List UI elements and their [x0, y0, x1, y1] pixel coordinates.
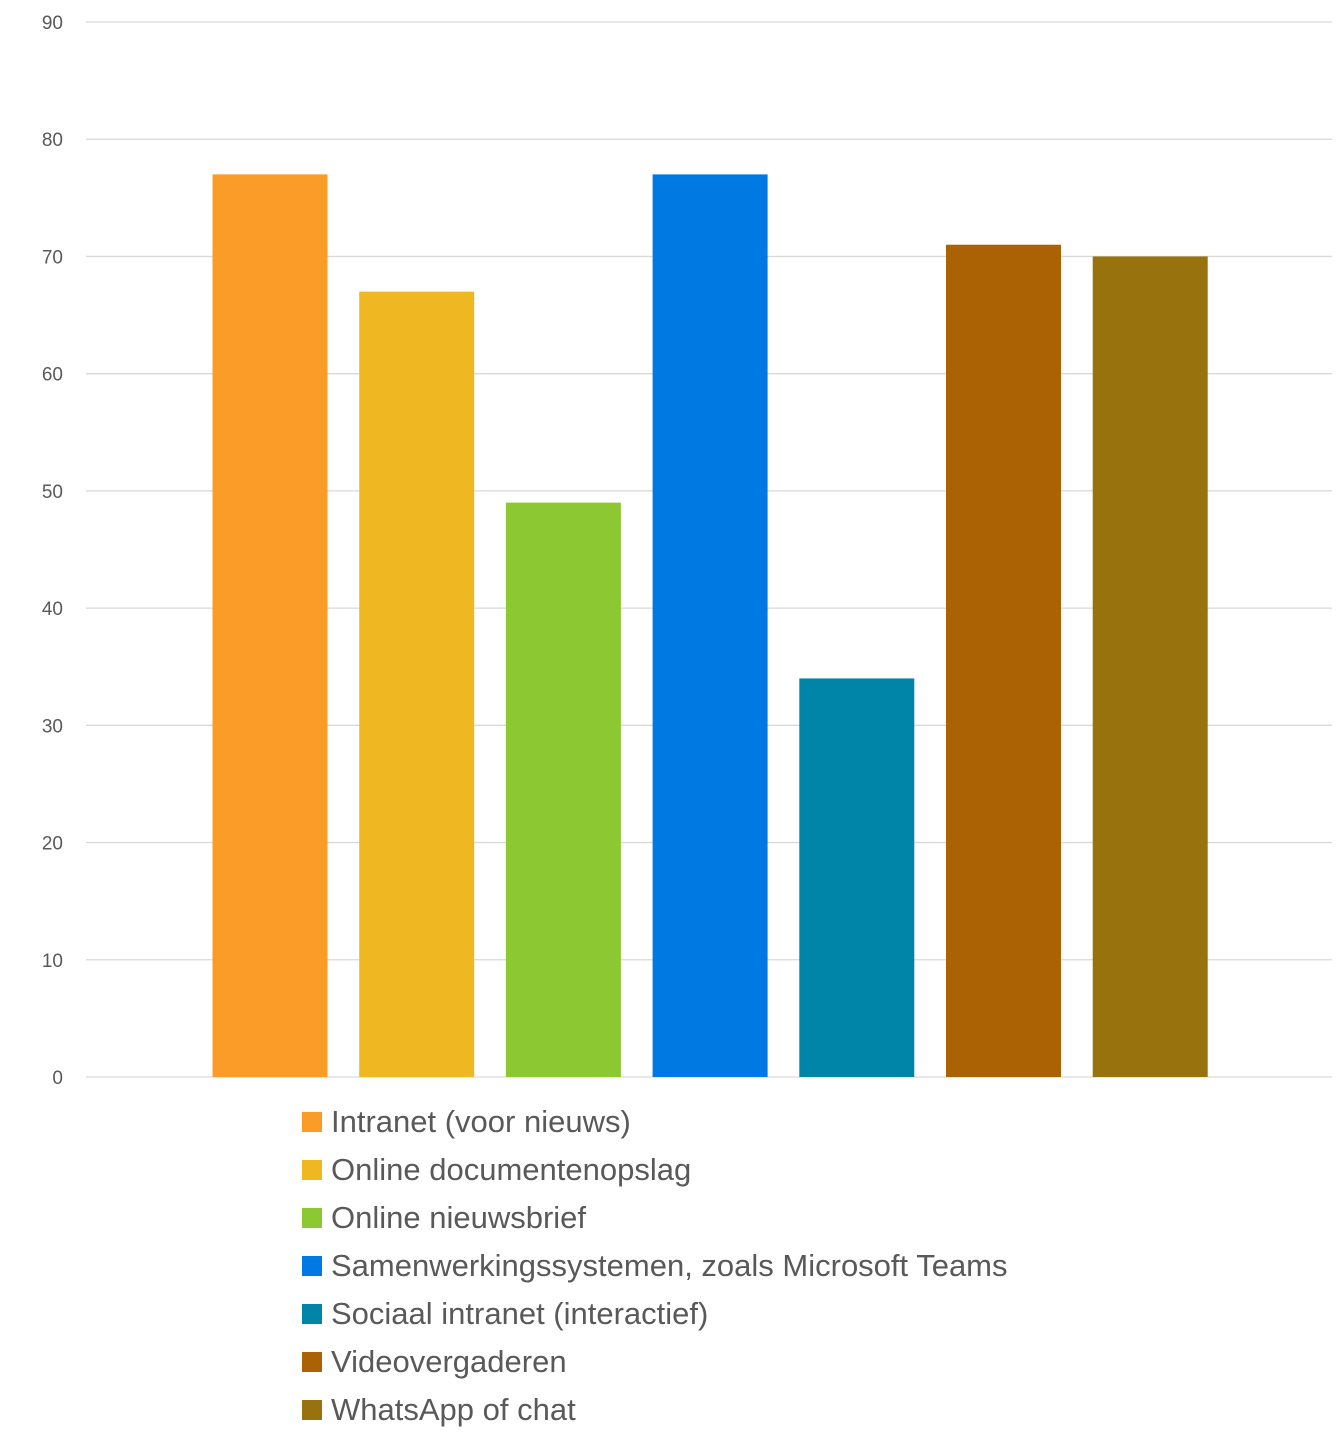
legend-item: WhatsApp of chat: [302, 1386, 1008, 1434]
bars: [212, 174, 1208, 1078]
legend-label: Sociaal intranet (interactief): [331, 1296, 709, 1331]
legend-swatch: [302, 1256, 322, 1276]
legend-swatch: [302, 1160, 322, 1180]
legend-item: Online documentenopslag: [302, 1146, 1008, 1194]
legend-label: Intranet (voor nieuws): [331, 1104, 631, 1139]
y-tick-label: 10: [42, 951, 63, 972]
bar-5: [946, 244, 1061, 1077]
y-tick-label: 70: [42, 247, 63, 268]
y-tick-label: 30: [42, 716, 63, 737]
legend-item: Intranet (voor nieuws): [302, 1098, 1008, 1146]
legend-swatch: [302, 1112, 322, 1132]
legend-item: Online nieuwsbrief: [302, 1194, 1008, 1242]
legend-label: WhatsApp of chat: [331, 1392, 576, 1427]
legend-label: Online documentenopslag: [331, 1152, 692, 1187]
y-tick-label: 60: [42, 365, 63, 386]
bar-6: [1092, 256, 1208, 1077]
legend-label: Samenwerkingssystemen, zoals Microsoft T…: [331, 1248, 1008, 1283]
legend-label: Online nieuwsbrief: [331, 1200, 587, 1235]
legend-label: Videovergaderen: [331, 1344, 567, 1379]
y-tick-label: 90: [42, 13, 63, 34]
bar-1: [359, 291, 475, 1078]
y-tick-label: 20: [42, 834, 63, 855]
y-tick-label: 0: [52, 1068, 63, 1089]
legend-swatch: [302, 1400, 322, 1420]
bar-0: [212, 174, 328, 1077]
legend: Intranet (voor nieuws) Online documenteno…: [302, 1098, 1008, 1434]
bar-3: [652, 174, 768, 1077]
legend-item: Sociaal intranet (interactief): [302, 1290, 1008, 1338]
y-tick-label: 50: [42, 482, 63, 503]
y-tick-label: 80: [42, 130, 63, 151]
legend-swatch: [302, 1208, 322, 1228]
y-axis-tick-labels: 0 10 20 30 40 50 60 70 80 90: [42, 13, 63, 1089]
legend-item: Samenwerkingssystemen, zoals Microsoft T…: [302, 1242, 1008, 1290]
legend-swatch: [302, 1304, 322, 1324]
legend-swatch: [302, 1352, 322, 1372]
legend-item: Videovergaderen: [302, 1338, 1008, 1386]
bar-chart: 0 10 20 30 40 50 60 70 80 90: [42, 13, 1332, 1089]
y-tick-label: 40: [42, 599, 63, 620]
bar-4: [799, 678, 915, 1077]
bar-2: [505, 502, 621, 1078]
